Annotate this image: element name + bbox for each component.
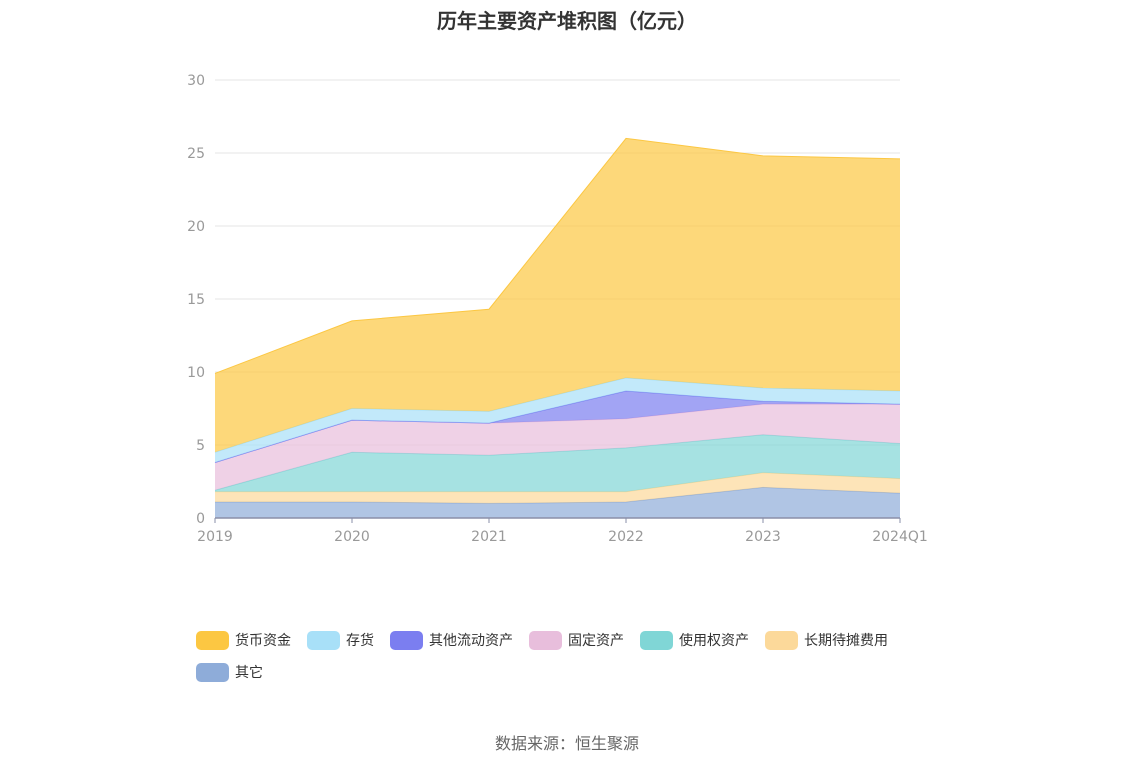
- x-tick-label: 2023: [745, 529, 781, 545]
- chart-legend: 货币资金 存货 其他流动资产 固定资产 使用权资产 长期待摊费用其它: [196, 630, 956, 682]
- legend-item[interactable]: 货币资金: [196, 630, 291, 650]
- stacked-area-chart: 0 5 10 15 20 25 30 2019 2020 2021 2022 2023 2024Q1: [187, 73, 928, 545]
- legend-label: 使用权资产: [679, 633, 749, 649]
- y-tick-label: 0: [196, 511, 205, 527]
- legend-swatch: [196, 630, 229, 650]
- legend-label: 其他流动资产: [429, 633, 513, 649]
- legend-swatch: [196, 662, 229, 682]
- area-series-3: [215, 404, 900, 491]
- legend-item[interactable]: 其它: [196, 662, 263, 682]
- legend-item[interactable]: 固定资产: [529, 630, 624, 650]
- legend-swatch: [640, 630, 673, 650]
- y-tick-label: 15: [187, 292, 205, 308]
- legend-swatch: [307, 630, 340, 650]
- legend-swatch: [390, 630, 423, 650]
- legend-label: 长期待摊费用: [804, 633, 888, 649]
- y-tick-label: 20: [187, 219, 205, 235]
- legend-swatch: [765, 630, 798, 650]
- legend-item[interactable]: 长期待摊费用: [765, 630, 888, 650]
- legend-item[interactable]: 存货: [307, 630, 374, 650]
- area-series-6: [215, 138, 900, 453]
- x-tick-label: 2024Q1: [872, 529, 928, 545]
- legend-item[interactable]: 其他流动资产: [390, 630, 513, 650]
- legend-item[interactable]: 使用权资产: [640, 630, 749, 650]
- legend-label: 货币资金: [235, 633, 291, 649]
- legend-label: 存货: [346, 633, 374, 649]
- y-tick-label: 25: [187, 146, 205, 162]
- x-tick-label: 2020: [334, 529, 370, 545]
- legend-label: 固定资产: [568, 633, 624, 649]
- chart-title: 历年主要资产堆积图（亿元）: [437, 9, 697, 33]
- data-source-note: 数据来源：恒生聚源: [494, 734, 639, 753]
- y-tick-label: 10: [187, 365, 205, 381]
- y-tick-label: 30: [187, 73, 205, 89]
- area-series-edge-6: [214, 137, 901, 374]
- area-series-1: [215, 472, 900, 504]
- area-series-0: [215, 487, 900, 518]
- area-series-2: [215, 434, 900, 492]
- legend-label: 其它: [235, 665, 263, 681]
- x-tick-label: 2021: [471, 529, 507, 545]
- legend-swatch: [529, 630, 562, 650]
- x-tick-label: 2019: [197, 529, 233, 545]
- x-tick-label: 2022: [608, 529, 644, 545]
- y-tick-label: 5: [196, 438, 205, 454]
